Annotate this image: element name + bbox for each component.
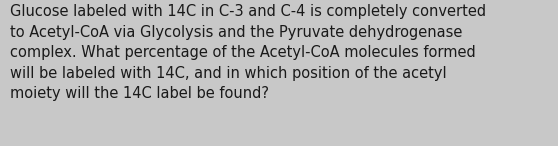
Text: Glucose labeled with 14C in C-3 and C-4 is completely converted
to Acetyl-CoA vi: Glucose labeled with 14C in C-3 and C-4 … — [10, 4, 486, 101]
